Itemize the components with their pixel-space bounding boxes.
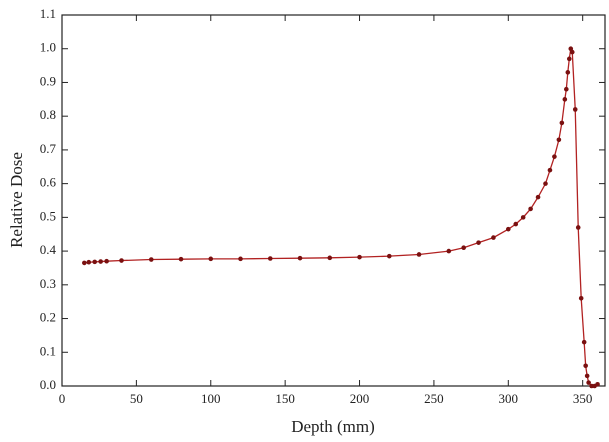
data-point [104, 258, 109, 264]
data-point [386, 253, 392, 259]
data-point [569, 49, 575, 55]
x-tick-label: 250 [424, 391, 444, 406]
data-point [556, 137, 562, 143]
data-point [327, 255, 333, 261]
data-point [535, 194, 541, 200]
data-point [578, 296, 584, 301]
data-point [148, 257, 154, 262]
y-tick-label: 1.0 [40, 40, 56, 55]
plot-frame [61, 14, 606, 387]
data-point [572, 107, 578, 112]
x-axis-label: Depth (mm) [291, 417, 375, 436]
x-tick-label: 50 [130, 391, 143, 406]
data-point [581, 339, 587, 345]
data-point [564, 86, 569, 92]
x-tick-label: 100 [201, 391, 221, 406]
y-tick-label: 0.7 [40, 141, 57, 156]
data-point [446, 248, 452, 254]
y-tick-label: 0.6 [40, 175, 57, 190]
data-point [584, 373, 590, 379]
data-point [506, 226, 511, 232]
data-point [552, 154, 557, 159]
y-tick-label: 0.4 [40, 242, 57, 257]
data-point [476, 240, 481, 245]
data-point [543, 181, 548, 186]
data-point [178, 256, 184, 262]
y-tick-label: 0.1 [40, 343, 56, 358]
data-point [513, 221, 519, 227]
x-tick-label: 0 [59, 391, 66, 406]
data-point [92, 259, 98, 265]
x-tick-label: 300 [499, 391, 519, 406]
y-axis-label: Relative Dose [7, 152, 26, 248]
data-point [491, 235, 496, 240]
y-tick-label: 0.0 [40, 377, 56, 392]
data-point [520, 215, 526, 220]
data-point [583, 363, 588, 369]
y-tick-label: 1.1 [40, 6, 56, 21]
x-tick-label: 150 [275, 391, 295, 406]
x-tick-label: 200 [350, 391, 370, 406]
data-point [566, 56, 572, 62]
y-tick-label: 0.9 [40, 73, 56, 88]
data-point [528, 206, 533, 212]
data-point [98, 259, 103, 264]
data-point [267, 256, 273, 261]
data-point [238, 256, 243, 262]
data-point [461, 245, 466, 251]
data-point [559, 120, 565, 126]
data-point [297, 255, 303, 261]
data-point [586, 380, 591, 385]
data-point [575, 225, 581, 230]
data-point [547, 167, 553, 173]
y-tick-label: 0.3 [40, 276, 56, 291]
data-point [357, 254, 362, 260]
data-point [119, 258, 124, 263]
y-tick-label: 0.5 [40, 208, 56, 223]
y-tick-label: 0.2 [40, 310, 56, 325]
data-point [595, 382, 600, 387]
x-tick-label: 350 [573, 391, 593, 406]
data-point [562, 97, 568, 102]
data-point [416, 252, 422, 257]
data-point [86, 259, 92, 265]
data-point [82, 260, 87, 266]
data-line [84, 46, 598, 387]
y-tick-label: 0.8 [40, 107, 56, 122]
data-point [565, 70, 571, 75]
data-point [208, 256, 214, 262]
